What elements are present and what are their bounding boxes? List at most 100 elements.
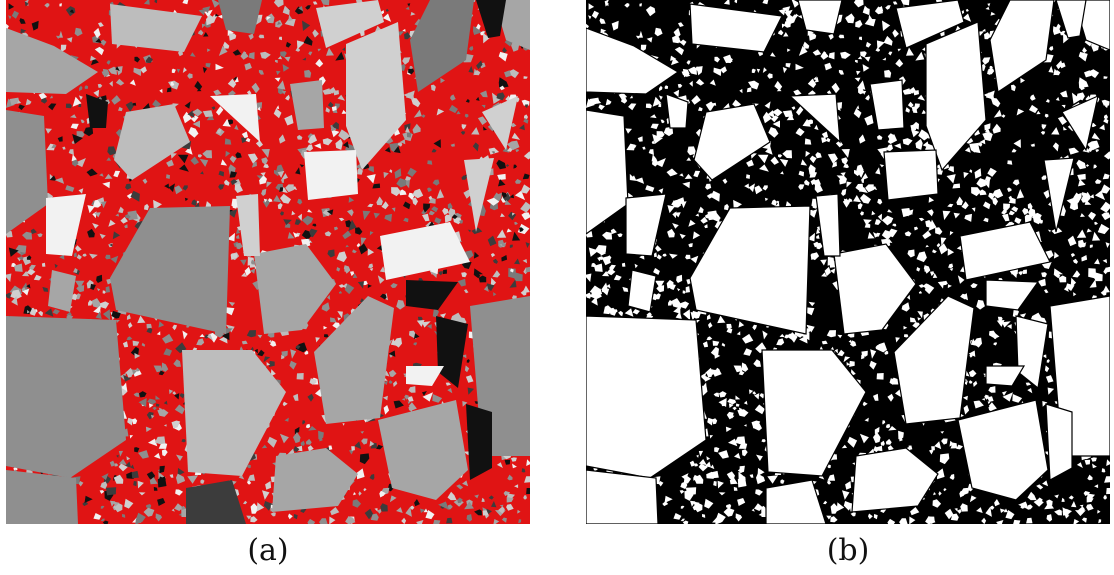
fine-particle (227, 232, 235, 242)
fine-particle (389, 169, 393, 174)
fine-particle (467, 387, 475, 395)
fine-particle (277, 56, 283, 60)
fine-particle (99, 173, 104, 177)
fine-particle (192, 108, 203, 117)
fine-particle (211, 106, 216, 110)
fine-particle (333, 90, 339, 96)
mesh-cell (1103, 76, 1108, 79)
fine-particle (307, 393, 314, 402)
mesh-cell (838, 69, 844, 75)
mesh-cell (973, 400, 984, 409)
fine-particle (515, 179, 522, 184)
fine-particle (105, 286, 110, 293)
fine-particle (106, 157, 112, 161)
fine-particle (185, 146, 193, 155)
fine-particle (282, 64, 290, 72)
mesh-cell (645, 185, 655, 192)
fine-particle (499, 85, 505, 91)
mesh-cell (1086, 497, 1094, 503)
mesh-cell (841, 444, 848, 449)
fine-particle (501, 255, 508, 262)
mesh-cell (689, 460, 696, 467)
fine-particle (280, 193, 291, 204)
mesh-cell (718, 450, 729, 459)
fine-particle (481, 104, 486, 109)
mesh-cell (801, 332, 810, 341)
mesh-cell (709, 435, 714, 439)
fine-particle (447, 388, 453, 394)
mesh-cell (602, 288, 610, 296)
fine-particle (255, 140, 263, 148)
fine-particle (376, 444, 384, 450)
fine-particle (146, 327, 153, 334)
mesh-cell (973, 380, 978, 387)
mesh-cell (682, 309, 691, 321)
mesh-cell (929, 449, 934, 455)
mesh-cell (820, 51, 829, 60)
mesh-cell (899, 518, 908, 524)
mesh-cell (873, 393, 879, 401)
mesh-cell (764, 101, 771, 109)
mesh-cell (1030, 94, 1036, 101)
fine-particle (391, 187, 401, 197)
aggregate-void (1055, 0, 1087, 39)
mesh-cell (770, 52, 776, 57)
fine-particle (464, 113, 469, 118)
mesh-cell (700, 216, 708, 224)
mesh-cell (674, 46, 684, 56)
mesh-cell (883, 35, 893, 46)
fine-particle (148, 438, 158, 447)
fine-particle (166, 159, 174, 167)
mesh-cell (780, 479, 785, 484)
mesh-cell (639, 3, 642, 7)
fine-particle (305, 438, 312, 445)
fine-particle (388, 380, 393, 384)
fine-particle (240, 51, 249, 60)
fine-particle (367, 248, 375, 256)
mesh-cell (706, 314, 711, 320)
fine-particle (522, 259, 528, 264)
fine-particle (327, 294, 331, 300)
mesh-cell (1045, 375, 1054, 383)
mesh-cell (1045, 98, 1050, 103)
mesh-cell (1030, 143, 1035, 147)
mesh-cell (950, 513, 959, 521)
mesh-cell (831, 259, 835, 265)
mesh-cell (879, 164, 885, 168)
mesh-cell (732, 406, 737, 411)
mesh-cell (798, 170, 804, 177)
mesh-cell (903, 325, 908, 330)
coarse-aggregate (254, 244, 336, 334)
mesh-cell (947, 248, 955, 256)
fine-particle (248, 52, 255, 60)
mesh-cell (732, 99, 742, 108)
mesh-cell (749, 389, 754, 395)
fine-particle (384, 147, 391, 153)
fine-particle (514, 258, 520, 265)
mesh-cell (1063, 285, 1069, 292)
fine-particle (348, 219, 357, 232)
fine-particle (124, 461, 131, 468)
mesh-cell (923, 265, 931, 274)
fine-particle (447, 202, 453, 210)
mesh-cell (750, 81, 755, 86)
fine-particle (75, 245, 82, 252)
mesh-cell (774, 80, 783, 91)
mesh-cell (762, 67, 767, 73)
fine-particle (284, 18, 296, 27)
mesh-cell (930, 271, 935, 277)
fine-particle (422, 391, 427, 396)
fine-particle (261, 444, 268, 449)
mesh-cell (895, 337, 900, 343)
fine-particle (296, 40, 305, 50)
mesh-cell (761, 505, 766, 510)
fine-particle (278, 134, 286, 144)
fine-particle (503, 491, 511, 496)
mesh-cell (881, 230, 891, 240)
fine-particle (472, 142, 479, 152)
mesh-cell (976, 178, 987, 188)
mesh-cell (1082, 192, 1091, 203)
mesh-cell (696, 454, 699, 458)
mesh-cell (894, 143, 902, 149)
mesh-cell (803, 41, 810, 49)
